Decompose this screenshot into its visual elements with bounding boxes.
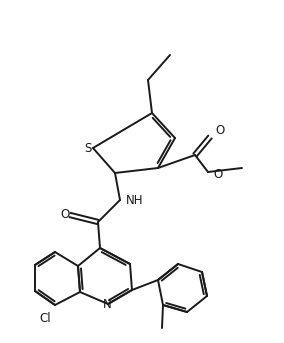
Text: O: O — [215, 123, 224, 137]
Text: O: O — [60, 209, 70, 222]
Text: S: S — [84, 142, 92, 154]
Text: N: N — [103, 298, 111, 311]
Text: O: O — [213, 168, 222, 181]
Text: Cl: Cl — [39, 311, 51, 324]
Text: NH: NH — [126, 193, 143, 206]
